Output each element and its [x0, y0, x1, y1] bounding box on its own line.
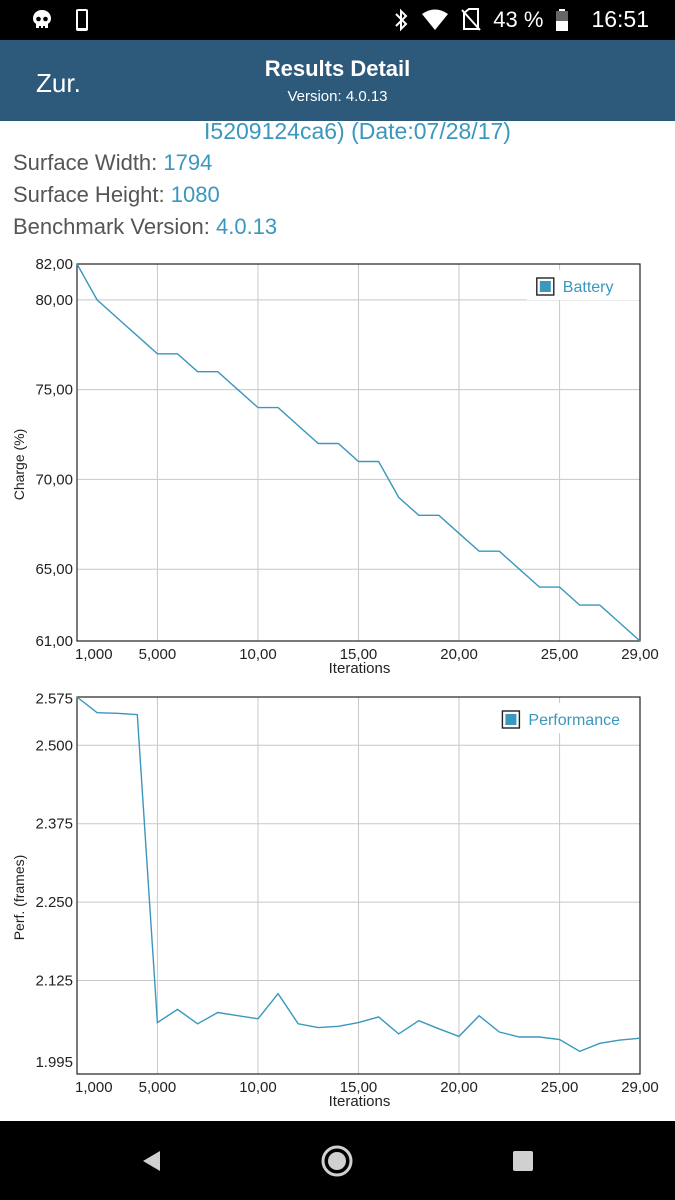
home-nav-icon[interactable]	[320, 1144, 354, 1178]
back-nav-icon[interactable]	[140, 1149, 162, 1173]
surface-height-value: 1080	[170, 182, 220, 207]
skull-icon	[33, 10, 51, 28]
y-tick-label: 2.125	[35, 973, 73, 990]
x-tick-label: 15,00	[340, 646, 378, 663]
y-tick-label: 75,00	[35, 382, 73, 399]
navigation-bar	[0, 1121, 675, 1200]
x-tick-label: 1,000	[75, 1079, 113, 1096]
x-tick-label: 5,000	[139, 1079, 177, 1096]
wifi-icon	[422, 9, 449, 30]
y-tick-label: 65,00	[35, 561, 73, 578]
x-tick-label: 1,000	[75, 646, 113, 663]
y-tick-label: 2.500	[35, 737, 73, 754]
battery-icon	[556, 8, 569, 31]
performance-chart: 2.575 2.500 2.375 2.250 2.125 1.995 1,000 5,000…	[0, 685, 675, 1115]
y-tick-label: 70,00	[35, 471, 73, 488]
bluetooth-icon	[395, 8, 408, 31]
y-tick-label: 2.250	[35, 894, 73, 911]
status-left-icons	[30, 8, 90, 32]
status-right: 43 % 16:51	[393, 6, 649, 33]
phone-icon	[76, 9, 88, 31]
legend-swatch	[539, 281, 551, 292]
x-axis-label: Iterations	[329, 1093, 391, 1110]
no-sim-icon	[461, 7, 482, 31]
surface-width-label: Surface Width:	[13, 150, 164, 175]
y-tick-label: 2.375	[35, 816, 73, 833]
device-date-line: I5209124ca6) (Date:07/28/17)	[204, 118, 511, 144]
legend-label: Battery	[563, 279, 614, 296]
status-bar: 43 % 16:51	[0, 0, 675, 40]
version-subtitle: Version: 4.0.13	[287, 88, 388, 105]
benchmark-version-value: 4.0.13	[215, 214, 278, 239]
y-tick-label: 2.575	[35, 690, 73, 707]
x-tick-label: 15,00	[340, 1079, 378, 1096]
x-tick-label: 25,00	[541, 646, 579, 663]
clock: 16:51	[591, 6, 649, 32]
legend-swatch-border	[536, 277, 555, 296]
legend-label: Performance	[528, 712, 620, 729]
x-tick-label: 29,00	[621, 646, 659, 663]
surface-width-row: Surface Width: 1794	[13, 150, 212, 176]
plot-frame	[76, 696, 641, 1075]
y-tick-label: 1.995	[35, 1054, 73, 1071]
x-tick-label: 5,000	[139, 646, 177, 663]
battery-percent: 43 %	[493, 6, 544, 32]
surface-height-label: Surface Height:	[13, 182, 171, 207]
x-tick-label: 25,00	[541, 1079, 579, 1096]
benchmark-version-row: Benchmark Version: 4.0.13	[13, 214, 277, 240]
back-button[interactable]: Zur.	[36, 68, 81, 98]
x-tick-label: 10,00	[239, 1079, 277, 1096]
recents-nav-icon[interactable]	[513, 1151, 533, 1171]
series-line	[76, 263, 641, 642]
y-axis-label: Perf. (frames)	[11, 855, 27, 941]
legend-swatch-border	[501, 710, 521, 729]
plot-frame	[76, 263, 641, 642]
series-line	[76, 696, 641, 1053]
y-axis-label: Charge (%)	[11, 429, 27, 501]
page-title: Results Detail	[264, 56, 411, 81]
app-bar: Zur. Results Detail Version: 4.0.13	[0, 40, 675, 121]
battery-chart-svg: 82,00 80,00 75,00 70,00 65,00 61,001,000 5,000…	[11, 256, 659, 677]
x-tick-label: 20,00	[440, 1079, 478, 1096]
y-tick-label: 61,00	[35, 633, 73, 650]
surface-height-row: Surface Height: 1080	[13, 182, 220, 208]
surface-width-value: 1794	[163, 150, 213, 175]
benchmark-version-label: Benchmark Version:	[13, 214, 216, 239]
legend-swatch	[505, 714, 517, 725]
battery-chart: 82,00 80,00 75,00 70,00 65,00 61,00 1,000 5,000…	[0, 250, 675, 680]
y-tick-label: 80,00	[35, 292, 73, 309]
x-tick-label: 20,00	[440, 646, 478, 663]
x-axis-label: Iterations	[329, 660, 391, 677]
x-tick-label: 10,00	[239, 646, 277, 663]
y-tick-label: 82,00	[35, 256, 73, 273]
x-tick-label: 29,00	[621, 1079, 659, 1096]
